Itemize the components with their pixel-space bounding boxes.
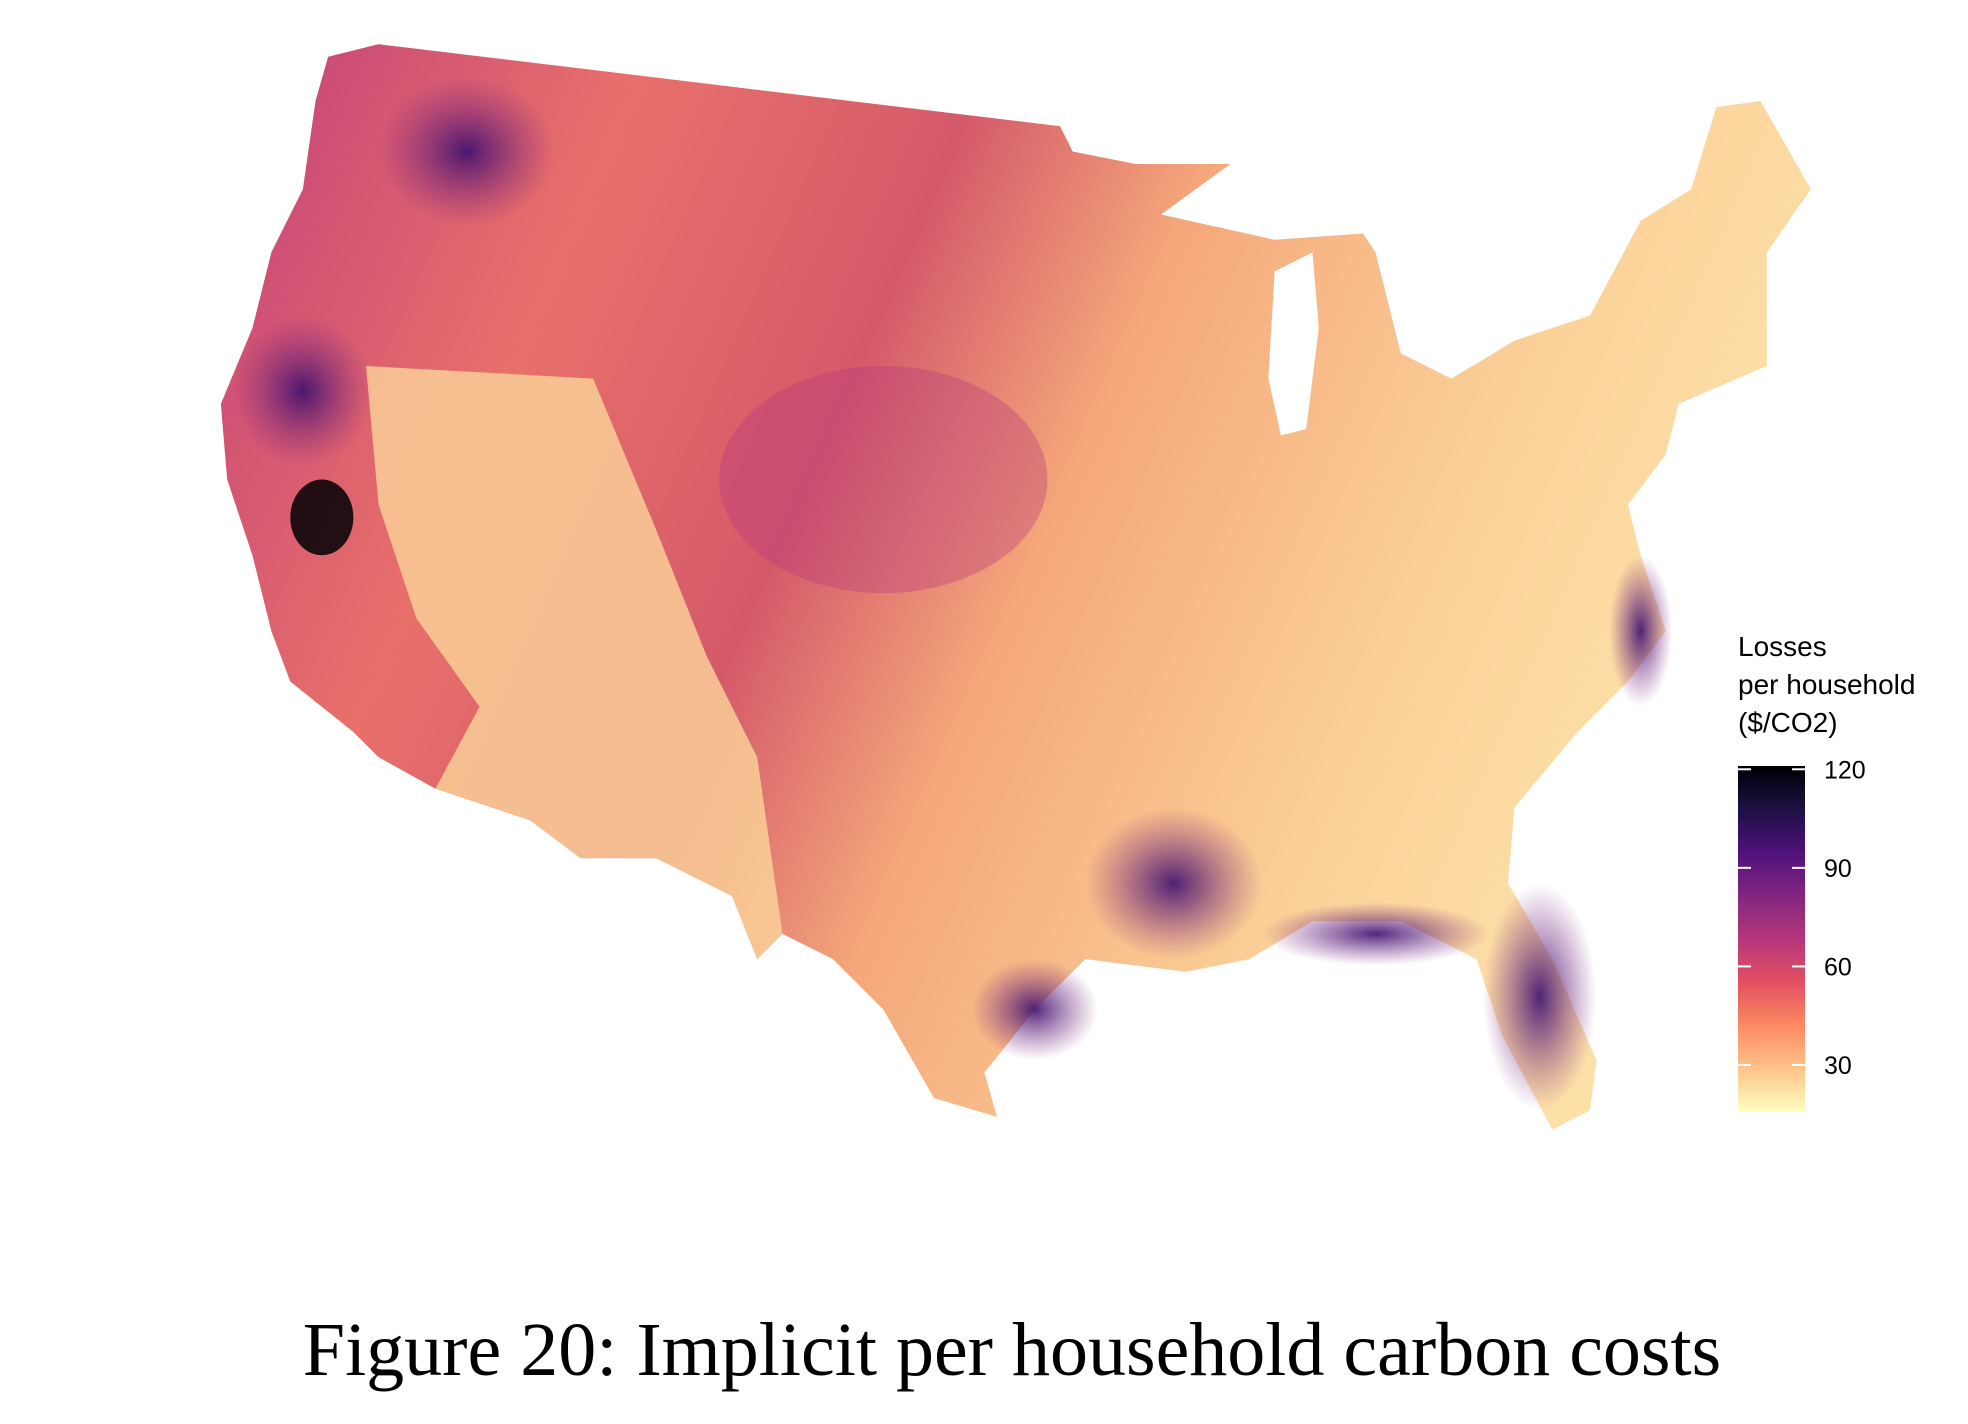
dark-region (233, 315, 373, 467)
colorbar (1738, 766, 1805, 1111)
figure-caption: Figure 20: Implicit per household carbon… (303, 1308, 1721, 1392)
dark-region (1085, 807, 1262, 960)
dark-region (1609, 555, 1673, 707)
lake-michigan (1268, 252, 1319, 436)
dark-region (290, 479, 354, 556)
dark-region (719, 365, 1048, 594)
legend-title: Losses (1738, 631, 1827, 662)
dark-region (1482, 883, 1597, 1111)
southwest-light (365, 365, 783, 960)
dark-region (1262, 902, 1490, 966)
tick-label: 120 (1824, 756, 1866, 784)
legend-title: per household (1738, 669, 1915, 700)
dark-region (971, 959, 1098, 1061)
legend-title: ($/CO2) (1738, 707, 1838, 738)
us-map (220, 44, 1811, 1130)
dark-region (378, 75, 556, 228)
tick-label: 30 (1824, 1052, 1852, 1080)
tick-label: 60 (1824, 953, 1852, 981)
tick-label: 90 (1824, 855, 1852, 883)
